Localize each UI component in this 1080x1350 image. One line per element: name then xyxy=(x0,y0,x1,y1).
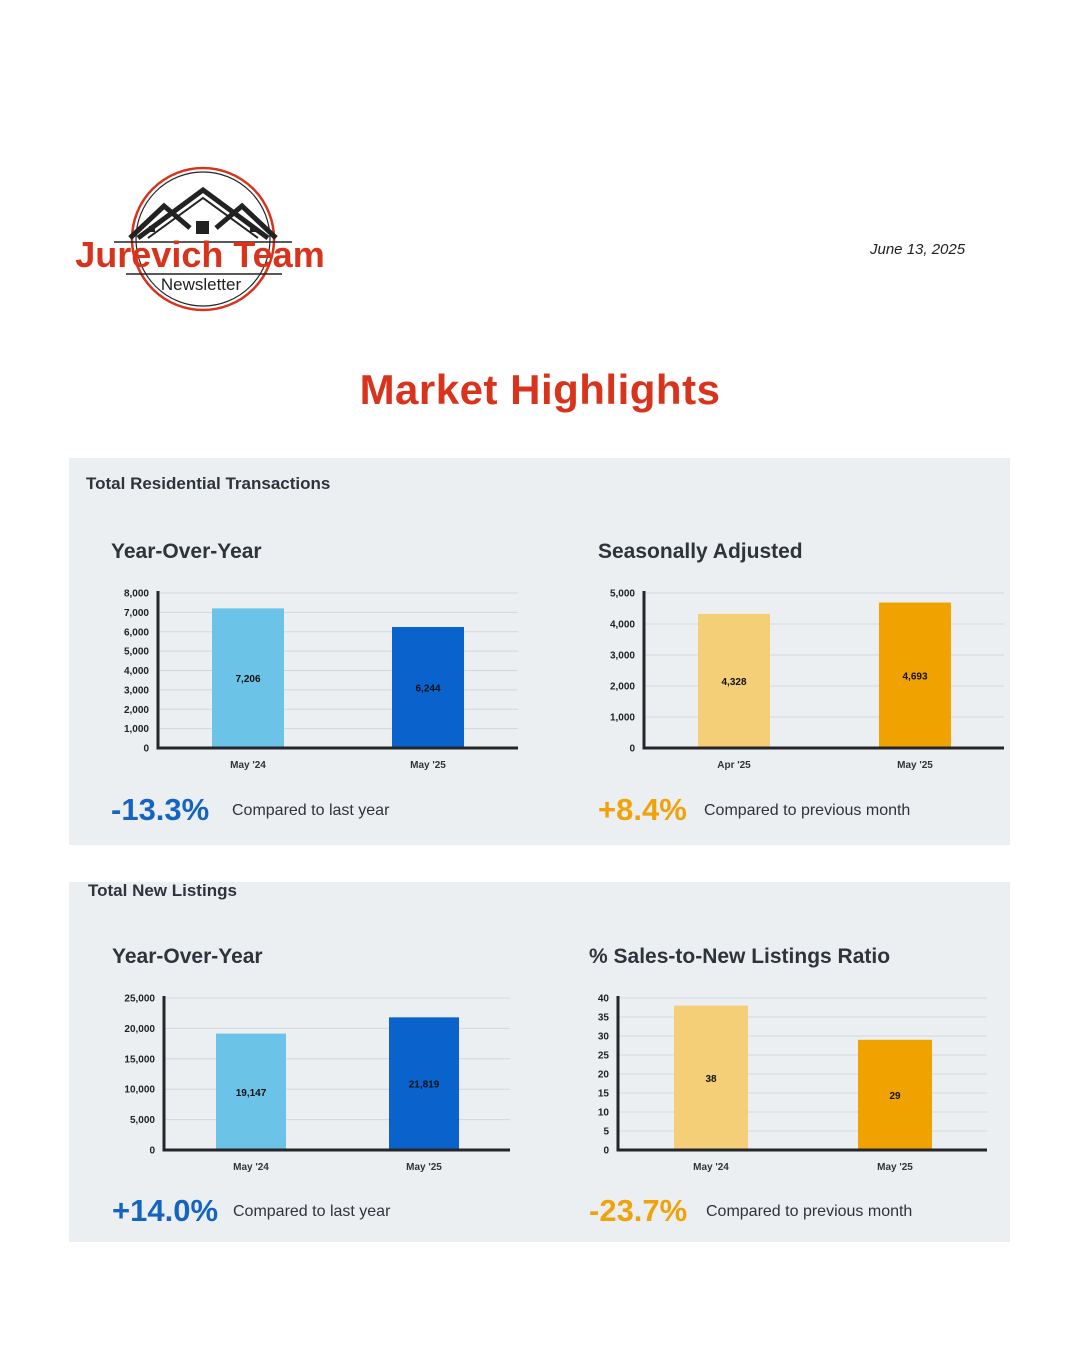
bar xyxy=(858,1039,932,1150)
data-label: 7,206 xyxy=(235,674,260,685)
seasonally-adjusted-chart: 0 1,000 2,000 3,000 4,000 5,000 4,328 Apr '25 4,… xyxy=(610,589,1004,771)
y-tick-label: 7,000 xyxy=(124,608,149,619)
logo: Jurevich Team Newsletter xyxy=(66,166,336,316)
y-tick-label: 3,000 xyxy=(610,651,635,662)
x-tick-label: May '24 xyxy=(693,1162,729,1173)
y-tick-label: 25 xyxy=(598,1051,610,1062)
change-value: -13.3% xyxy=(111,792,210,827)
data-label: 4,693 xyxy=(902,671,927,682)
y-tick-label: 0 xyxy=(149,1146,155,1157)
change-label: Compared to previous month xyxy=(704,802,911,819)
bar xyxy=(216,1033,286,1150)
change-value: -23.7% xyxy=(589,1193,688,1228)
y-tick-label: 2,000 xyxy=(610,682,635,693)
x-tick-label: May '25 xyxy=(410,760,446,771)
bar xyxy=(698,613,770,748)
logo-subtitle: Newsletter xyxy=(161,275,242,294)
bar xyxy=(212,608,284,748)
y-tick-label: 35 xyxy=(598,1013,610,1024)
x-tick-label: May '24 xyxy=(230,760,266,771)
change-label: Compared to previous month xyxy=(706,1203,913,1220)
data-label: 19,147 xyxy=(236,1088,267,1099)
logo-title: Jurevich Team xyxy=(75,234,324,275)
y-tick-label: 4,000 xyxy=(610,620,635,631)
residential-charts: 0 1,000 2,000 3,000 4,000 5,000 6,000 7,000 8,00… xyxy=(124,589,1004,771)
listings-charts: 0 5,000 10,000 15,000 20,000 25,000 19,147 May … xyxy=(124,994,987,1173)
panel-title: Total Residential Transactions xyxy=(86,474,331,493)
x-tick-label: May '25 xyxy=(406,1162,442,1173)
page-title: Market Highlights xyxy=(359,366,721,413)
y-tick-label: 6,000 xyxy=(124,627,149,638)
yoy-transactions-chart: 0 1,000 2,000 3,000 4,000 5,000 6,000 7,000 8,00… xyxy=(124,589,518,771)
logo-inner-ring xyxy=(135,171,271,307)
x-tick-label: May '25 xyxy=(897,760,933,771)
newsletter-date: June 13, 2025 xyxy=(870,241,966,258)
bar xyxy=(392,627,464,748)
x-tick-label: May '24 xyxy=(233,1162,269,1173)
y-tick-label: 15 xyxy=(598,1089,610,1100)
chart-title: Year-Over-Year xyxy=(112,945,263,968)
y-tick-label: 0 xyxy=(629,744,635,755)
y-tick-label: 3,000 xyxy=(124,685,149,696)
chart-title: Seasonally Adjusted xyxy=(598,540,803,563)
y-tick-label: 8,000 xyxy=(124,589,149,600)
new-listings-panel: Total New Listings Year-Over-Year % Sale… xyxy=(69,881,1010,1242)
data-label: 4,328 xyxy=(721,677,746,688)
change-label: Compared to last year xyxy=(233,1203,391,1220)
y-tick-label: 0 xyxy=(603,1146,609,1157)
y-tick-label: 20 xyxy=(598,1070,610,1081)
y-tick-label: 10 xyxy=(598,1108,610,1119)
chart-title: Year-Over-Year xyxy=(111,540,262,563)
logo-graphic: Jurevich Team Newsletter xyxy=(75,166,325,312)
y-tick-label: 0 xyxy=(143,744,149,755)
y-tick-label: 40 xyxy=(598,994,610,1005)
y-tick-label: 25,000 xyxy=(124,994,155,1005)
y-tick-label: 5,000 xyxy=(130,1115,155,1126)
house-roof-icon xyxy=(128,186,278,241)
bar xyxy=(674,1005,748,1150)
data-label: 21,819 xyxy=(409,1080,440,1091)
x-tick-label: May '25 xyxy=(877,1162,913,1173)
y-tick-label: 30 xyxy=(598,1032,610,1043)
y-tick-label: 5 xyxy=(603,1127,609,1138)
sales-to-listings-ratio-chart: 0 5 10 15 20 25 30 35 40 38 May '24 29 May '25 xyxy=(598,994,987,1173)
bar xyxy=(879,602,951,748)
y-tick-label: 10,000 xyxy=(124,1085,155,1096)
change-value: +14.0% xyxy=(112,1193,219,1228)
y-tick-label: 5,000 xyxy=(610,589,635,600)
y-tick-label: 1,000 xyxy=(610,713,635,724)
chart-title: % Sales-to-New Listings Ratio xyxy=(589,945,891,968)
panel-title: Total New Listings xyxy=(88,881,237,900)
y-tick-label: 5,000 xyxy=(124,647,149,658)
residential-transactions-panel: Total Residential Transactions Year-Over… xyxy=(69,458,1010,845)
change-value: +8.4% xyxy=(598,792,687,827)
y-tick-label: 1,000 xyxy=(124,724,149,735)
y-tick-label: 2,000 xyxy=(124,705,149,716)
data-label: 38 xyxy=(705,1074,717,1085)
yoy-listings-chart: 0 5,000 10,000 15,000 20,000 25,000 19,147 May … xyxy=(124,994,510,1173)
change-label: Compared to last year xyxy=(232,802,390,819)
y-tick-label: 20,000 xyxy=(124,1024,155,1035)
y-tick-label: 4,000 xyxy=(124,666,149,677)
data-label: 6,244 xyxy=(415,684,440,695)
bar xyxy=(389,1017,459,1150)
y-tick-label: 15,000 xyxy=(124,1054,155,1065)
data-label: 29 xyxy=(889,1091,901,1102)
x-tick-label: Apr '25 xyxy=(717,760,751,771)
